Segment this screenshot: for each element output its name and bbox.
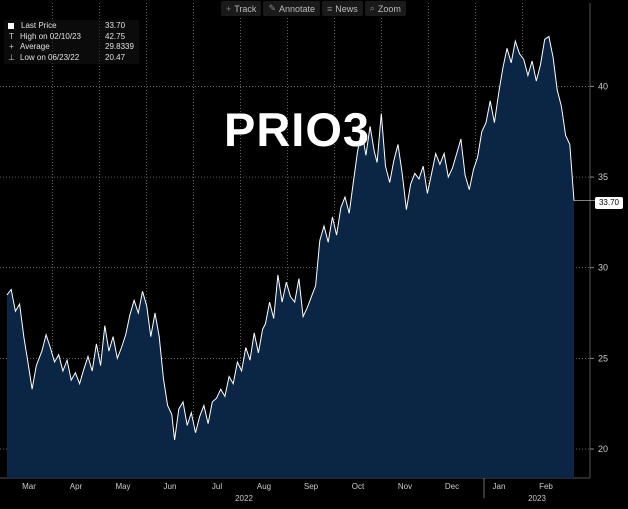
chart-toolbar: + Track ✎ Annotate ≡ News ⌕ Zoom: [221, 1, 406, 16]
zoom-label: Zoom: [377, 3, 401, 14]
legend-row-high: T High on 02/10/23 42.75: [4, 32, 139, 43]
legend-label: High on 02/10/23: [20, 31, 81, 41]
news-label: News: [335, 3, 358, 14]
x-tick-label: Feb: [539, 482, 553, 491]
x-tick-label: Nov: [398, 482, 412, 491]
x-tick-label: Dec: [445, 482, 459, 491]
legend-row-last-price: Last Price 33.70: [4, 21, 139, 32]
x-tick-label: Sep: [304, 482, 319, 491]
x-year-label: 2023: [528, 494, 546, 503]
average-marker-icon: +: [9, 42, 14, 52]
legend-value: 29.8339: [105, 42, 134, 52]
x-tick-label: Aug: [257, 482, 271, 491]
x-tick-label: Jul: [212, 482, 222, 491]
chart-title: PRIO3: [224, 103, 371, 156]
x-tick-label: Mar: [22, 482, 36, 491]
news-icon: ≡: [327, 3, 333, 14]
series-line: [6, 35, 575, 440]
legend-label: Low on 06/23/22: [20, 52, 80, 62]
series-area: [7, 36, 574, 478]
y-tick-label: 35: [598, 172, 608, 182]
x-tick-label: Jun: [164, 482, 177, 491]
annotate-label: Annotate: [278, 3, 316, 14]
y-tick-label: 30: [598, 263, 608, 273]
high-marker-icon: T: [9, 31, 14, 41]
legend-label: Average: [20, 42, 50, 52]
legend-label: Last Price: [21, 21, 57, 30]
track-label: Track: [234, 3, 257, 14]
x-tick-label: Jan: [493, 482, 506, 491]
y-tick-label: 40: [598, 81, 608, 91]
legend-row-average: + Average 29.8339: [4, 42, 139, 53]
crosshair-icon: +: [226, 3, 232, 14]
last-price-badge: 33.70: [595, 197, 623, 209]
legend-value: 33.70: [105, 21, 126, 30]
pencil-icon: ✎: [268, 3, 276, 13]
legend-row-low: ⊥ Low on 06/23/22 20.47: [4, 53, 139, 64]
x-tick-label: May: [115, 482, 130, 491]
last-price-swatch: [8, 23, 14, 30]
legend-value: 20.47: [105, 52, 126, 62]
chart-legend: Last Price 33.70 T High on 02/10/23 42.7…: [4, 20, 139, 65]
low-marker-icon: ⊥: [8, 52, 15, 62]
legend-value: 42.75: [105, 31, 126, 41]
x-tick-label: Oct: [352, 482, 365, 491]
magnifier-icon: ⌕: [369, 3, 375, 13]
x-tick-label: Apr: [70, 482, 83, 491]
y-tick-label: 20: [598, 444, 608, 454]
annotate-button[interactable]: ✎ Annotate: [263, 1, 321, 16]
y-tick-label: 25: [598, 353, 608, 363]
zoom-button[interactable]: ⌕ Zoom: [364, 1, 406, 16]
x-year-label: 2022: [235, 494, 253, 503]
track-button[interactable]: + Track: [221, 1, 262, 16]
news-button[interactable]: ≡ News: [322, 1, 363, 16]
